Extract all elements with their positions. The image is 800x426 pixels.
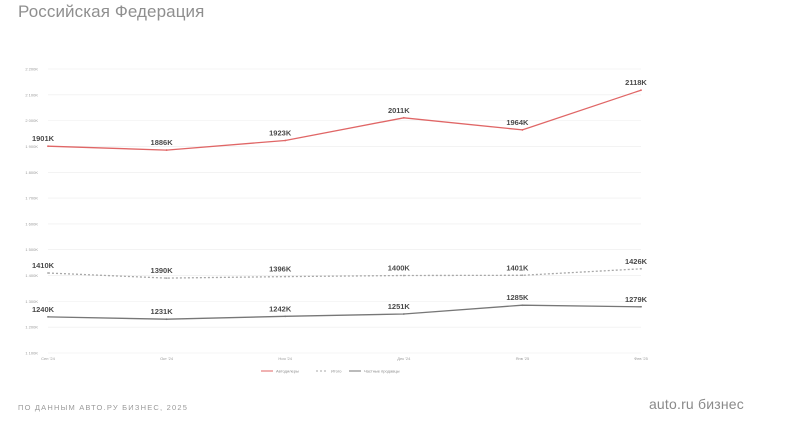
series-line-1 — [47, 268, 642, 279]
data-point — [402, 116, 405, 119]
source-note: ПО ДАННЫМ АВТО.РУ БИЗНЕС, 2025 — [18, 403, 189, 412]
x-tick-label: Сен '24 — [41, 356, 55, 361]
data-label: 1426K — [625, 257, 648, 266]
data-label: 2011K — [388, 106, 410, 115]
data-label: 1964K — [506, 118, 529, 127]
y-tick-label: 1 800K — [25, 170, 38, 175]
y-tick-label: 1 700K — [25, 196, 38, 201]
y-tick-label: 1 400K — [25, 273, 38, 278]
data-label: 1410K — [32, 261, 55, 270]
data-label: 1400K — [388, 264, 411, 273]
y-tick-label: 2 100K — [25, 92, 38, 97]
y-tick-label: 1 100K — [25, 351, 38, 356]
data-label: 1251K — [388, 302, 411, 311]
brand-logo: auto.ru бизнес — [648, 396, 744, 412]
data-point — [47, 315, 49, 318]
data-point — [640, 267, 642, 270]
x-tick-label: Янв '25 — [516, 356, 530, 361]
y-tick-label: 1 500K — [25, 247, 38, 252]
y-tick-label: 1 600K — [25, 221, 38, 226]
data-point — [284, 315, 287, 318]
data-label: 1886K — [151, 138, 174, 147]
data-point — [521, 129, 524, 131]
data-label: 1401K — [506, 263, 529, 272]
series-line-0 — [47, 89, 642, 151]
data-point — [521, 304, 524, 307]
data-point — [284, 275, 287, 278]
data-point — [284, 139, 287, 142]
y-tick-label: 1 900K — [25, 144, 38, 149]
data-point — [165, 149, 168, 151]
data-point — [165, 277, 168, 280]
legend-label: Частные продавцы — [364, 369, 400, 374]
x-tick-label: Ноя '24 — [278, 356, 292, 361]
data-label: 1242K — [269, 304, 292, 313]
data-point — [165, 318, 168, 321]
data-point — [402, 313, 405, 315]
x-tick-label: Дек '24 — [397, 356, 411, 361]
y-tick-label: 1 300K — [25, 299, 38, 304]
data-label: 1279K — [625, 295, 648, 304]
y-tick-label: 1 200K — [25, 325, 38, 330]
series-line-2 — [47, 304, 642, 320]
data-point — [640, 89, 642, 92]
data-point — [47, 272, 49, 274]
chart-title: Российская Федерация — [18, 2, 205, 21]
y-tick-label: 2 200K — [25, 67, 38, 72]
data-point — [402, 274, 405, 277]
x-tick-label: Фев '25 — [634, 356, 648, 361]
data-label: 1390K — [151, 266, 174, 275]
data-point — [521, 274, 524, 277]
data-label: 1240K — [32, 305, 55, 314]
data-label: 1901K — [32, 134, 55, 143]
data-label: 1923K — [269, 129, 292, 138]
data-label: 1285K — [506, 293, 529, 302]
y-tick-label: 2 000K — [25, 118, 38, 123]
data-label: 1396K — [269, 265, 292, 274]
x-tick-label: Окт '24 — [160, 356, 174, 361]
data-label: 2118K — [625, 78, 647, 87]
data-point — [47, 145, 49, 148]
legend-label: Автодилеры — [276, 369, 299, 374]
data-point — [640, 305, 642, 308]
legend-label: Итого — [331, 369, 342, 374]
data-label: 1231K — [151, 307, 174, 316]
